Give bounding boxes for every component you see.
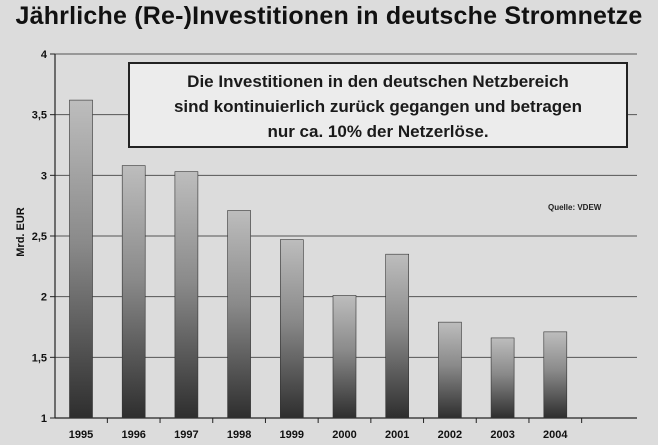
x-tick-label: 1998 [227,429,251,441]
bar [174,171,199,419]
y-tick-label: 2,5 [32,231,47,243]
bar [227,210,251,419]
source-label: Quelle: VDEW [548,203,602,212]
x-tick-label: 2000 [332,429,356,441]
bar [385,253,410,419]
bar [69,99,93,419]
bar [490,337,515,419]
x-tick-label: 1995 [69,429,93,441]
y-axis-title: Mrd. EUR [15,207,27,257]
annotation-line: sind kontinuierlich zurück gegangen und … [173,97,583,116]
y-tick-labels: 1 1,5 2 2,5 3 3,5 4 [32,49,48,425]
bar [438,321,462,419]
y-tick-label: 1 [41,413,47,425]
x-tick-label: 2003 [490,429,514,441]
annotation-line: nur ca. 10% der Netzerlöse. [267,122,489,141]
x-tick-label: 2001 [385,429,409,441]
y-tick-label: 3,5 [32,110,47,122]
x-tick-labels: 1995 1996 1997 1998 1999 2000 2001 2002 2003 2004 [69,429,569,441]
bar [332,295,357,419]
x-tick-label: 1999 [280,429,304,441]
x-tick-label: 1997 [174,429,198,441]
chart-title: Jährliche (Re-)Investitionen in deutsche… [15,2,643,30]
annotation-line: Die Investitionen in den deutschen Netzb… [187,72,569,91]
y-tick-label: 4 [41,49,48,61]
x-tick-label: 2004 [543,429,568,441]
y-tick-label: 1,5 [32,352,47,364]
y-tick-label: 2 [41,292,47,304]
x-tick-label: 1996 [121,429,145,441]
bars [69,99,568,419]
y-tick-label: 3 [41,170,47,182]
bar [279,239,304,419]
bar [121,165,146,419]
x-tick-label: 2002 [438,429,462,441]
bar [543,331,568,419]
annotation-box: Die Investitionen in den deutschen Netzb… [128,62,628,148]
